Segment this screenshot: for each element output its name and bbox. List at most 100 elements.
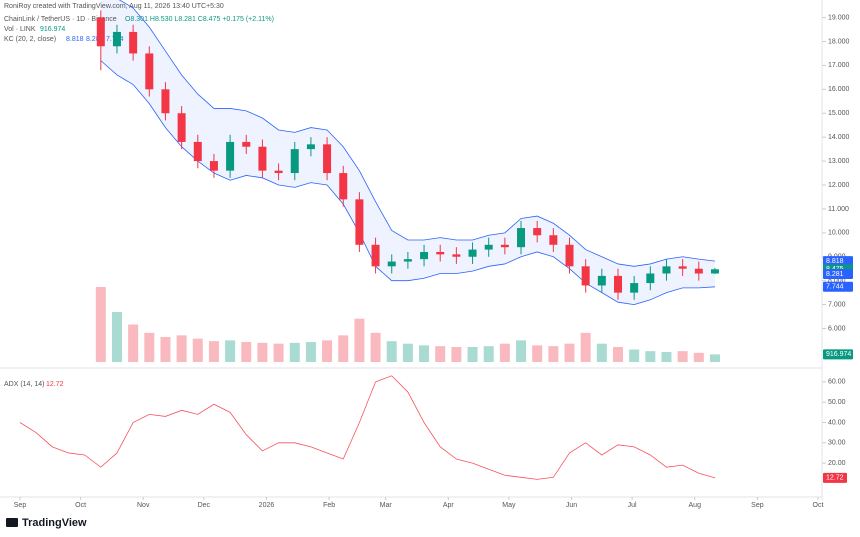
volume-bar bbox=[322, 340, 333, 362]
candle-body bbox=[565, 244, 574, 267]
candle-body bbox=[339, 173, 348, 200]
kc-upper-value: 8.818 bbox=[66, 36, 84, 43]
y-tick-label: 20.00 bbox=[828, 460, 846, 467]
candle-body bbox=[129, 31, 138, 54]
x-tick-label: Oct bbox=[813, 502, 824, 509]
candle-body bbox=[355, 199, 364, 245]
candle-body bbox=[209, 161, 218, 171]
candle-body bbox=[226, 141, 235, 171]
y-tick-label: 10.000 bbox=[828, 230, 850, 237]
volume-tag-label: 916.974 bbox=[826, 351, 851, 358]
volume-bar bbox=[305, 342, 316, 362]
candle-body bbox=[161, 89, 170, 114]
volume-bar bbox=[435, 346, 446, 362]
kc-upper bbox=[118, 0, 716, 267]
volume-bar bbox=[160, 337, 171, 362]
volume-bar bbox=[516, 340, 527, 362]
volume-bar bbox=[241, 342, 252, 362]
volume-bar bbox=[564, 343, 575, 362]
volume-bar bbox=[128, 324, 139, 362]
candle-body bbox=[420, 251, 429, 260]
volume-legend-value: 916.974 bbox=[40, 26, 65, 33]
candle-body bbox=[662, 266, 671, 274]
candle-body bbox=[306, 144, 315, 150]
candle-body bbox=[290, 149, 299, 174]
candle-body bbox=[177, 113, 186, 142]
x-tick-label: Nov bbox=[137, 502, 150, 509]
x-tick-label: May bbox=[502, 502, 516, 509]
volume-bar bbox=[467, 347, 478, 362]
candle-body bbox=[517, 228, 526, 248]
adx-tag-label: 12.72 bbox=[826, 475, 844, 482]
x-tick-label: Jun bbox=[566, 502, 577, 509]
volume-bar bbox=[257, 342, 268, 362]
volume-bar bbox=[370, 332, 381, 362]
candle-body bbox=[613, 275, 622, 293]
kc-lower-tag bbox=[823, 281, 853, 292]
volume-bar bbox=[499, 343, 510, 362]
volume-bar bbox=[111, 312, 122, 362]
volume-bar bbox=[176, 335, 187, 362]
y-tick-label: 16.000 bbox=[828, 86, 850, 93]
candle-body bbox=[581, 266, 590, 286]
x-tick-label: Apr bbox=[443, 502, 455, 509]
volume-bar bbox=[532, 345, 543, 362]
volume-bar bbox=[95, 287, 106, 362]
y-tick-label: 17.000 bbox=[828, 62, 850, 69]
adx-legend-value: 12.72 bbox=[46, 381, 64, 388]
y-tick-label: 8.000 bbox=[828, 278, 846, 285]
y-tick-label: 18.000 bbox=[828, 38, 850, 45]
candle-body bbox=[242, 141, 251, 147]
kc-lower bbox=[100, 60, 715, 306]
candle-body bbox=[193, 141, 202, 162]
y-tick-label: 60.00 bbox=[828, 379, 846, 386]
x-tick-label: Aug bbox=[689, 502, 702, 509]
candle-body bbox=[678, 266, 687, 269]
x-tick-label: Feb bbox=[323, 502, 335, 509]
volume-bar bbox=[273, 343, 284, 362]
volume-bar bbox=[580, 332, 591, 362]
candle-body bbox=[452, 254, 461, 257]
volume-bar bbox=[225, 340, 236, 362]
symbol: ChainLink / TetherUS · 1D · Binance bbox=[4, 16, 117, 23]
x-tick-label: Oct bbox=[75, 502, 86, 509]
candle-body bbox=[145, 53, 154, 90]
y-tick-label: 50.00 bbox=[828, 399, 846, 406]
kc-legend: KC (20, 2, close) bbox=[4, 36, 56, 43]
volume-bar bbox=[289, 342, 300, 362]
volume-legend: Vol · LINK bbox=[4, 26, 36, 33]
candle-body bbox=[597, 275, 606, 286]
x-tick-label: Sep bbox=[14, 502, 27, 509]
candle-body bbox=[258, 146, 267, 171]
volume-bar bbox=[548, 346, 559, 362]
kc-middle-tag-label: 8.281 bbox=[826, 271, 844, 278]
candle-body bbox=[533, 228, 542, 236]
volume-bar bbox=[144, 332, 155, 362]
y-tick-label: 14.000 bbox=[828, 134, 850, 141]
volume-bar bbox=[693, 352, 704, 362]
volume-bar bbox=[419, 345, 430, 362]
candle-body bbox=[436, 251, 445, 255]
volume-tag bbox=[823, 349, 853, 360]
y-tick-label: 12.000 bbox=[828, 182, 850, 189]
x-tick-label: Dec bbox=[198, 502, 211, 509]
volume-bar bbox=[645, 351, 656, 362]
kc-middle-value: 8.281 bbox=[86, 36, 104, 43]
x-tick-label: Sep bbox=[751, 502, 764, 509]
y-tick-label: 19.000 bbox=[828, 14, 850, 21]
y-tick-label: 30.00 bbox=[828, 440, 846, 447]
volume-bar bbox=[208, 341, 219, 362]
logo: TradingView bbox=[6, 517, 87, 529]
ohlc: O8.301 H8.530 L8.281 C8.475 +0.175 (+2.1… bbox=[125, 16, 274, 23]
adx-legend: ADX (14, 14) bbox=[4, 381, 44, 388]
volume-bar bbox=[612, 347, 623, 362]
candle-body bbox=[694, 268, 703, 274]
adx-line bbox=[19, 375, 716, 480]
candle-body bbox=[112, 31, 121, 47]
candle-body bbox=[387, 261, 396, 267]
header: RoniRoy created with TradingView.com, Au… bbox=[4, 3, 224, 10]
volume-bar bbox=[709, 354, 720, 362]
volume-bar bbox=[338, 335, 349, 362]
